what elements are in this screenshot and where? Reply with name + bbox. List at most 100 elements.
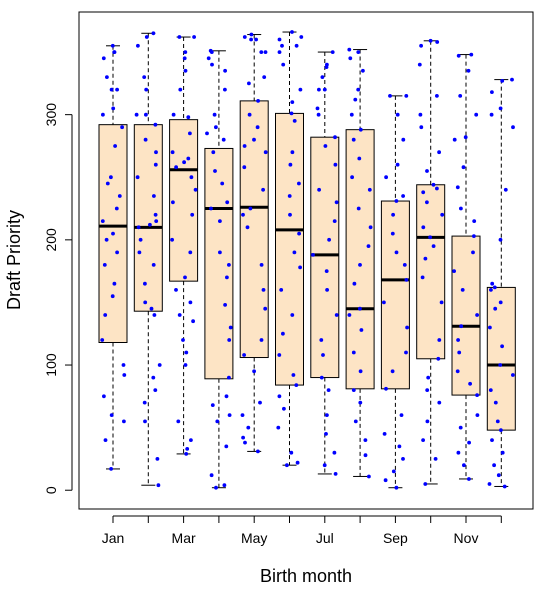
data-point: [153, 162, 158, 167]
data-point: [431, 244, 436, 249]
data-point: [316, 112, 321, 117]
data-point: [153, 122, 158, 127]
data-point: [439, 300, 444, 305]
box-iqr: [133, 124, 163, 312]
data-point: [176, 419, 181, 424]
data-point: [109, 413, 114, 417]
data-point: [383, 478, 388, 483]
data-point: [292, 119, 297, 123]
data-point: [472, 219, 477, 224]
data-point: [151, 375, 156, 380]
data-point: [352, 281, 357, 286]
data-point: [262, 75, 267, 79]
data-point: [334, 200, 339, 205]
box-iqr: [275, 112, 304, 386]
data-point: [332, 450, 337, 455]
data-point: [149, 306, 154, 311]
y-tick-label: 300: [43, 103, 59, 127]
data-point: [240, 413, 245, 417]
box-series: [98, 31, 516, 489]
data-point: [178, 87, 183, 92]
data-point: [428, 38, 433, 43]
data-point: [458, 94, 463, 98]
data-point: [421, 190, 426, 195]
data-point: [460, 288, 465, 292]
data-point: [353, 419, 358, 424]
data-point: [277, 50, 282, 54]
data-point: [471, 250, 475, 255]
data-point: [122, 373, 127, 377]
data-point: [277, 353, 282, 357]
box-iqr: [345, 129, 375, 390]
data-point: [425, 419, 430, 424]
data-point: [426, 375, 431, 380]
data-point: [405, 325, 409, 330]
x-tick-label: Nov: [454, 530, 479, 546]
data-point: [469, 52, 474, 57]
data-point: [152, 313, 157, 317]
data-point: [256, 99, 260, 103]
data-point: [493, 400, 498, 405]
point-series: [100, 30, 515, 490]
data-point: [105, 75, 109, 79]
data-point: [457, 350, 462, 355]
data-point: [319, 375, 324, 380]
data-point: [322, 463, 327, 468]
data-point: [247, 81, 251, 86]
data-point: [472, 234, 476, 239]
data-point: [475, 413, 480, 417]
data-point: [358, 400, 363, 405]
data-point: [435, 186, 439, 191]
data-point: [220, 181, 225, 186]
x-tick-label: May: [241, 530, 267, 546]
data-point: [227, 413, 232, 417]
data-point: [401, 457, 405, 461]
data-point: [112, 281, 117, 286]
data-point: [241, 435, 246, 440]
data-point: [281, 331, 285, 336]
data-point: [259, 50, 264, 54]
data-point: [113, 144, 117, 148]
data-point: [142, 75, 147, 79]
data-point: [248, 206, 253, 211]
data-point: [156, 483, 161, 488]
data-point: [350, 175, 354, 180]
plot-frame: [78, 11, 534, 510]
data-point: [452, 137, 457, 142]
data-point: [109, 467, 113, 471]
x-axis-label: Birth month: [260, 566, 352, 586]
data-point: [359, 328, 364, 332]
data-point: [327, 237, 331, 242]
data-point: [488, 325, 492, 330]
data-point: [225, 200, 230, 205]
data-point: [279, 288, 284, 292]
data-point: [353, 97, 358, 102]
data-point: [289, 111, 294, 116]
data-point: [218, 219, 222, 224]
data-point: [421, 225, 426, 230]
data-point: [100, 338, 105, 342]
data-point: [290, 313, 295, 317]
data-point: [417, 62, 422, 67]
data-point: [489, 288, 493, 292]
data-point: [384, 386, 388, 391]
data-point: [402, 263, 407, 267]
data-point: [395, 112, 400, 117]
data-point: [209, 473, 214, 478]
data-point: [249, 32, 254, 37]
data-point: [499, 428, 503, 432]
data-point: [496, 473, 501, 478]
data-point: [324, 432, 328, 436]
data-point: [191, 319, 196, 324]
data-point: [423, 256, 428, 261]
data-point: [252, 369, 256, 374]
data-point: [361, 68, 365, 73]
data-point: [431, 182, 436, 187]
x-tick-label: Jan: [102, 530, 125, 546]
data-point: [367, 474, 371, 479]
data-point: [143, 300, 148, 305]
data-point: [183, 68, 188, 73]
data-point: [228, 325, 233, 330]
data-point: [110, 294, 115, 299]
data-point: [209, 50, 214, 54]
